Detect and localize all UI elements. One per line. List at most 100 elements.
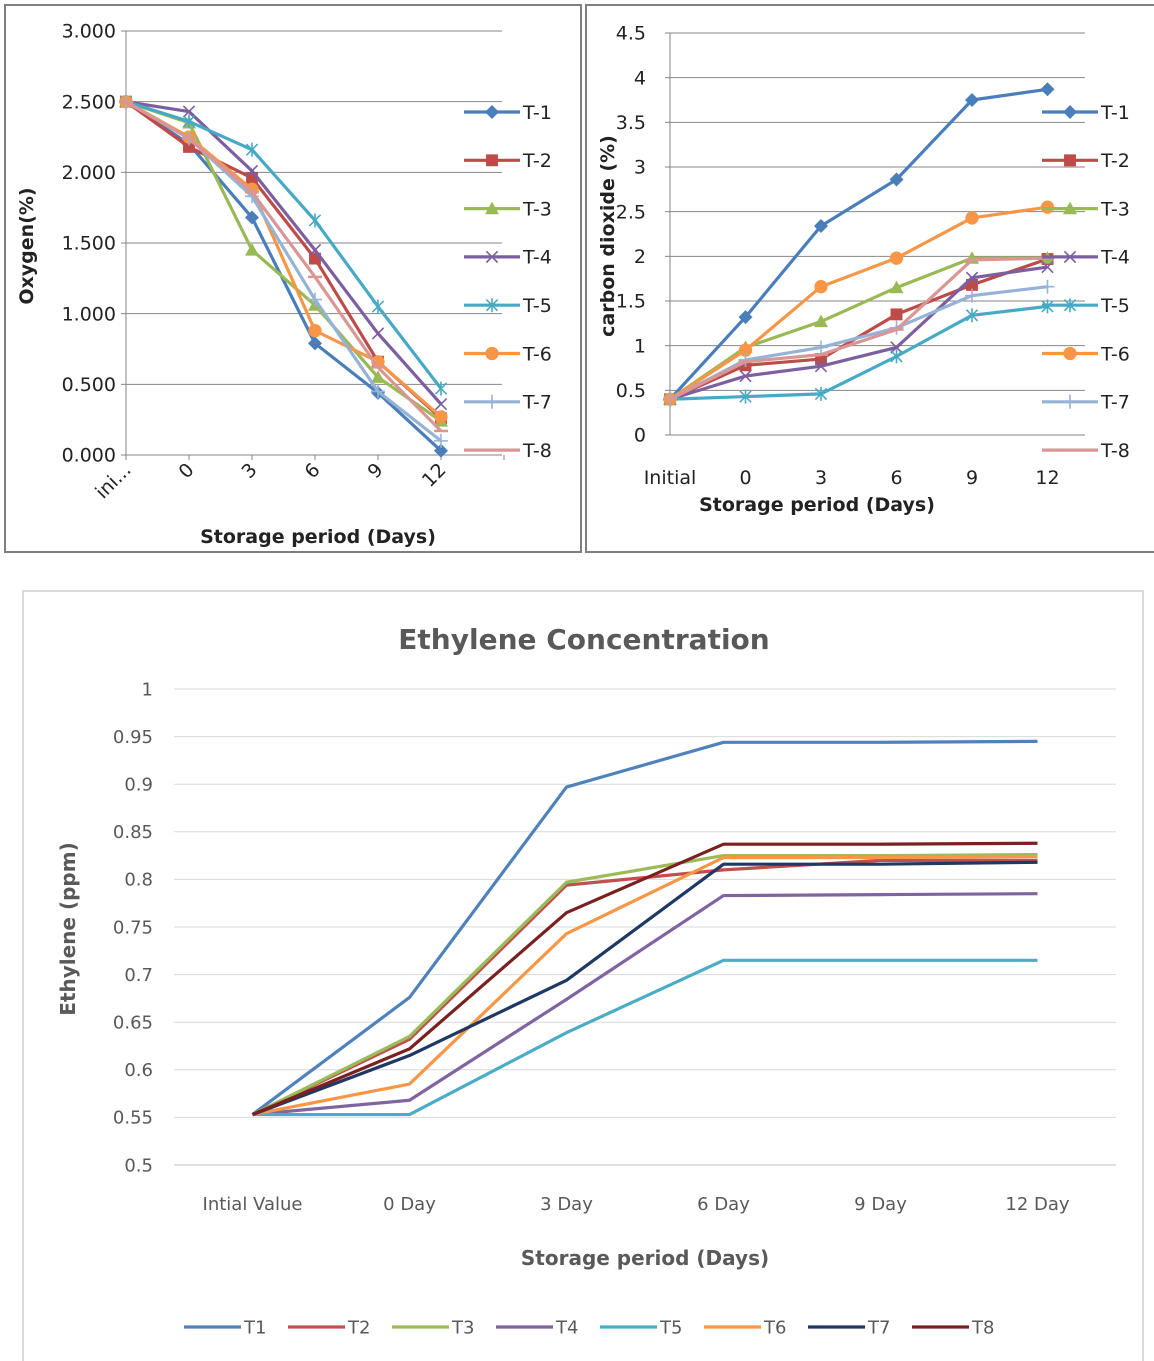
data-point [246, 172, 258, 184]
x-axis-title: Storage period (Days) [200, 526, 436, 548]
legend-label: T-7 [522, 392, 552, 414]
x-tick-label: 3 [237, 459, 261, 483]
legend-item: T4 [496, 1317, 578, 1338]
data-point [965, 93, 979, 107]
y-tick-label: 0.6 [124, 1060, 153, 1081]
series-6 [252, 854, 1038, 1117]
y-tick-label: 1.5 [616, 291, 646, 313]
series-1 [251, 739, 1038, 1116]
x-tick-label: Intial Value [203, 1194, 303, 1215]
data-point [965, 211, 979, 225]
data-point [738, 310, 753, 325]
ethylene-chart-panel: 0.5 0.55 0.6 0.65 0.7 0.75 0.8 0.85 0.9 0.95 1 Inti… [22, 590, 1144, 1361]
legend-label: T-8 [1100, 440, 1130, 462]
data-point [371, 299, 385, 314]
legend-marker [1063, 250, 1077, 264]
legend-label: T3 [451, 1317, 474, 1338]
y-tick-label: 0.9 [124, 775, 153, 796]
legend-label: T6 [763, 1317, 786, 1338]
legend-label: T-3 [522, 198, 552, 220]
data-point [371, 384, 385, 399]
legend-label: T-3 [1100, 198, 1130, 220]
y-axis-title: Oxygen(%) [16, 187, 38, 304]
legend-label: T-2 [522, 150, 552, 172]
legend: T1 T2 T3 T4 T5 T6 T7 T8 [184, 1317, 994, 1338]
legend-label: T-4 [522, 247, 552, 269]
chart-title: Ethylene Concentration [398, 623, 769, 656]
y-tick-label: 1.500 [62, 233, 116, 255]
legend-label: T-1 [522, 102, 552, 124]
y-tick-label: 3 [634, 157, 646, 179]
legend-item: T3 [392, 1317, 474, 1338]
data-point [738, 343, 753, 357]
legend-item: T7 [808, 1317, 890, 1338]
legend-item: T-5 [464, 295, 552, 317]
data-point [814, 360, 828, 373]
x-tick-label: 0 Day [383, 1194, 436, 1215]
data-point [183, 140, 195, 153]
legend-item: T-1 [464, 102, 552, 124]
data-point [245, 142, 259, 157]
series-2 [251, 858, 1038, 1116]
y-tick-label: 4 [634, 67, 646, 89]
data-point [308, 243, 322, 257]
legend-marker [1063, 201, 1077, 215]
legend-item: T-6 [1042, 343, 1130, 365]
legend-label: T-4 [1100, 247, 1130, 269]
x-tick-label: 6 Day [697, 1194, 750, 1215]
series-3 [251, 853, 1038, 1116]
legend-item: T-4 [1042, 247, 1130, 269]
x-tick-label: 0 [174, 459, 198, 483]
data-point [966, 278, 978, 291]
y-tick-label: 1 [142, 679, 153, 700]
y-tick-label: 2 [634, 246, 646, 268]
y-tick-label: 0.5 [616, 380, 646, 402]
y-tick-label: 4.5 [616, 23, 646, 45]
y-tick-label: 1.000 [62, 303, 116, 325]
series-line [251, 841, 1038, 1117]
legend-label: T-6 [1100, 343, 1130, 365]
legend-item: T-5 [1042, 295, 1130, 317]
series-4 [663, 260, 1054, 406]
data-point [889, 251, 904, 265]
legend-marker [485, 250, 499, 264]
y-tick-label: 2.5 [616, 201, 646, 223]
legend-label: T-7 [1100, 392, 1130, 414]
x-axis-title: Storage period (Days) [699, 494, 935, 516]
data-point [890, 341, 903, 354]
data-point [814, 386, 828, 401]
legend-label: T2 [347, 1317, 370, 1338]
x-tick-label: 9 [966, 467, 978, 489]
legend-item: T1 [184, 1317, 266, 1338]
series-line [669, 205, 1048, 401]
data-point [1041, 260, 1054, 274]
data-point [889, 280, 904, 294]
x-axis-title: Storage period (Days) [521, 1246, 769, 1270]
legend-label: T-1 [1100, 102, 1130, 124]
legend-marker [486, 154, 498, 167]
legend-label: T-5 [522, 295, 552, 317]
y-tick-label: 0 [634, 425, 646, 447]
x-tick-label: 12 [1035, 467, 1059, 489]
y-tick-label: 1 [634, 335, 646, 357]
legend-label: T8 [971, 1317, 994, 1338]
x-tick-label: 0 [739, 467, 751, 489]
legend-label: T-2 [1100, 150, 1130, 172]
oxygen-chart-panel: 0.000 0.500 1.000 1.500 2.000 2.500 3.000 ini..… [4, 4, 582, 553]
legend-item: T-6 [464, 343, 552, 365]
series-line [252, 958, 1038, 1117]
y-axis-title: Ethylene (ppm) [56, 842, 80, 1015]
x-tick-label: 3 [815, 467, 827, 489]
legend-marker [1063, 298, 1077, 313]
series-line [669, 257, 1049, 401]
data-point [814, 280, 828, 294]
legend-item: T-7 [1042, 392, 1130, 414]
data-point [308, 292, 322, 307]
series-8 [663, 256, 1055, 401]
oxygen-chart: 0.0000.5001.0001.5002.0002.5003.000ini..… [16, 21, 552, 548]
x-tick-label: 9 [363, 459, 387, 483]
data-point [739, 369, 752, 383]
y-axis-title: carbon dioxide (%) [597, 135, 619, 337]
data-point [814, 314, 828, 328]
legend-marker [1063, 394, 1077, 409]
